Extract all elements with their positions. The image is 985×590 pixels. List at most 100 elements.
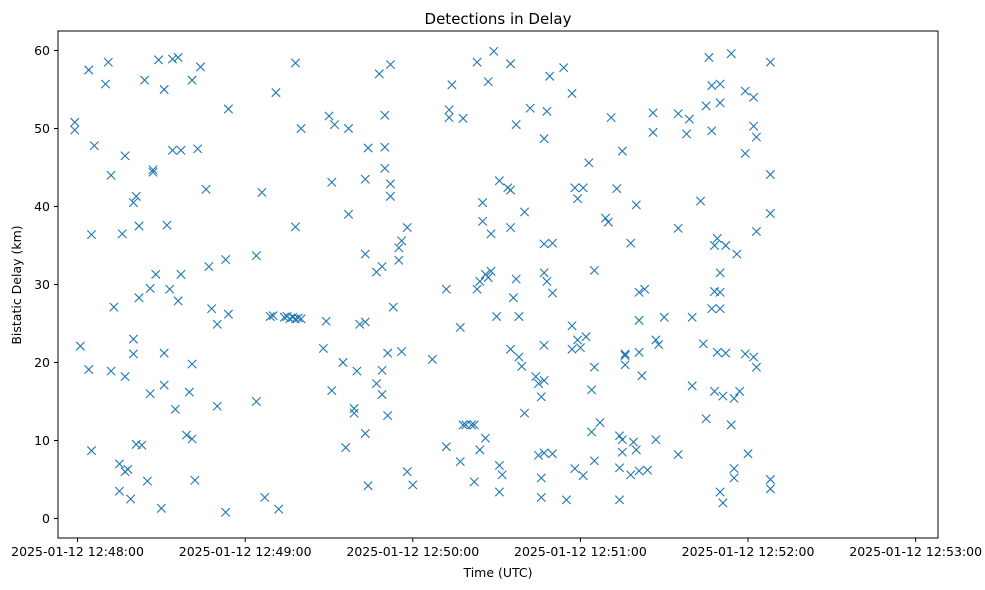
data-point [444, 105, 454, 115]
data-point [131, 191, 141, 201]
data-point [343, 209, 354, 219]
data-point [634, 466, 644, 476]
data-point [486, 229, 496, 239]
data-point [505, 59, 516, 69]
data-point [617, 146, 627, 156]
data-point [586, 427, 597, 437]
data-point [388, 302, 398, 312]
data-point [140, 75, 150, 85]
data-point [167, 54, 178, 64]
data-point [729, 473, 739, 483]
data-point [707, 81, 717, 91]
data-point [441, 284, 451, 294]
data-point [505, 185, 516, 195]
data-point [539, 448, 549, 458]
data-point [212, 401, 222, 411]
data-point [486, 266, 496, 276]
data-point [765, 484, 775, 494]
data-point [712, 233, 722, 244]
data-point [349, 403, 359, 414]
data-point [360, 317, 370, 327]
data-point [187, 434, 197, 444]
data-point [207, 304, 217, 314]
data-point [634, 315, 644, 325]
data-point [394, 255, 404, 265]
data-point [343, 123, 354, 134]
data-point [701, 414, 711, 424]
data-point [740, 148, 750, 159]
data-point [447, 80, 457, 90]
data-point [681, 129, 692, 139]
data-point [128, 198, 139, 208]
y-tick-label: 20 [34, 355, 50, 370]
data-point [212, 319, 222, 329]
chart-title: Detections in Delay [425, 10, 572, 28]
data-point [570, 463, 580, 474]
data-point [120, 371, 130, 382]
data-point [735, 386, 745, 396]
data-point [573, 335, 583, 345]
data-point [707, 304, 717, 314]
data-point [765, 57, 775, 67]
data-point [701, 101, 711, 111]
data-point [397, 236, 407, 246]
data-point [492, 311, 502, 322]
data-point [176, 269, 186, 279]
data-point [533, 450, 544, 460]
data-point [519, 408, 530, 418]
data-point [494, 487, 504, 497]
data-point [531, 371, 541, 382]
data-point [740, 349, 750, 359]
data-point [455, 322, 465, 332]
data-point [494, 460, 504, 471]
data-point [525, 103, 535, 113]
data-point [614, 431, 625, 441]
data-point [651, 435, 661, 445]
data-point [673, 449, 683, 460]
data-point [561, 495, 572, 505]
data-point [478, 216, 488, 226]
data-point [134, 221, 144, 231]
data-point [338, 357, 348, 368]
data-point [715, 268, 725, 278]
data-point [145, 389, 155, 399]
data-point [397, 346, 407, 357]
data-point [106, 170, 116, 180]
data-point [296, 123, 306, 134]
data-point [268, 311, 278, 321]
data-point [637, 371, 647, 381]
data-point [726, 49, 736, 59]
data-point [128, 334, 139, 344]
data-point [274, 504, 284, 514]
data-point [519, 207, 530, 217]
data-point [360, 428, 370, 439]
data-point [751, 132, 762, 142]
data-point [134, 293, 144, 303]
data-point [751, 362, 762, 372]
data-point [279, 312, 289, 322]
x-tick-label: 2025-01-12 12:48:00 [11, 544, 144, 559]
data-point [201, 184, 211, 194]
data-point [123, 464, 133, 474]
data-point [363, 143, 373, 153]
data-point [559, 63, 569, 73]
data-point [729, 393, 739, 403]
data-point [751, 226, 762, 237]
data-point [740, 86, 750, 96]
data-point [542, 276, 552, 286]
data-point [640, 284, 650, 294]
y-tick-label: 60 [34, 43, 50, 58]
data-point [732, 249, 742, 259]
data-point [567, 344, 577, 354]
data-point [341, 442, 351, 453]
data-point [137, 440, 147, 450]
data-point [257, 187, 267, 198]
data-point [642, 465, 653, 475]
data-point [539, 268, 549, 278]
data-point [153, 55, 164, 65]
data-point [617, 447, 627, 457]
data-point [469, 420, 479, 430]
y-tick-label: 50 [34, 121, 50, 136]
data-point [296, 314, 306, 324]
data-point [715, 304, 725, 314]
